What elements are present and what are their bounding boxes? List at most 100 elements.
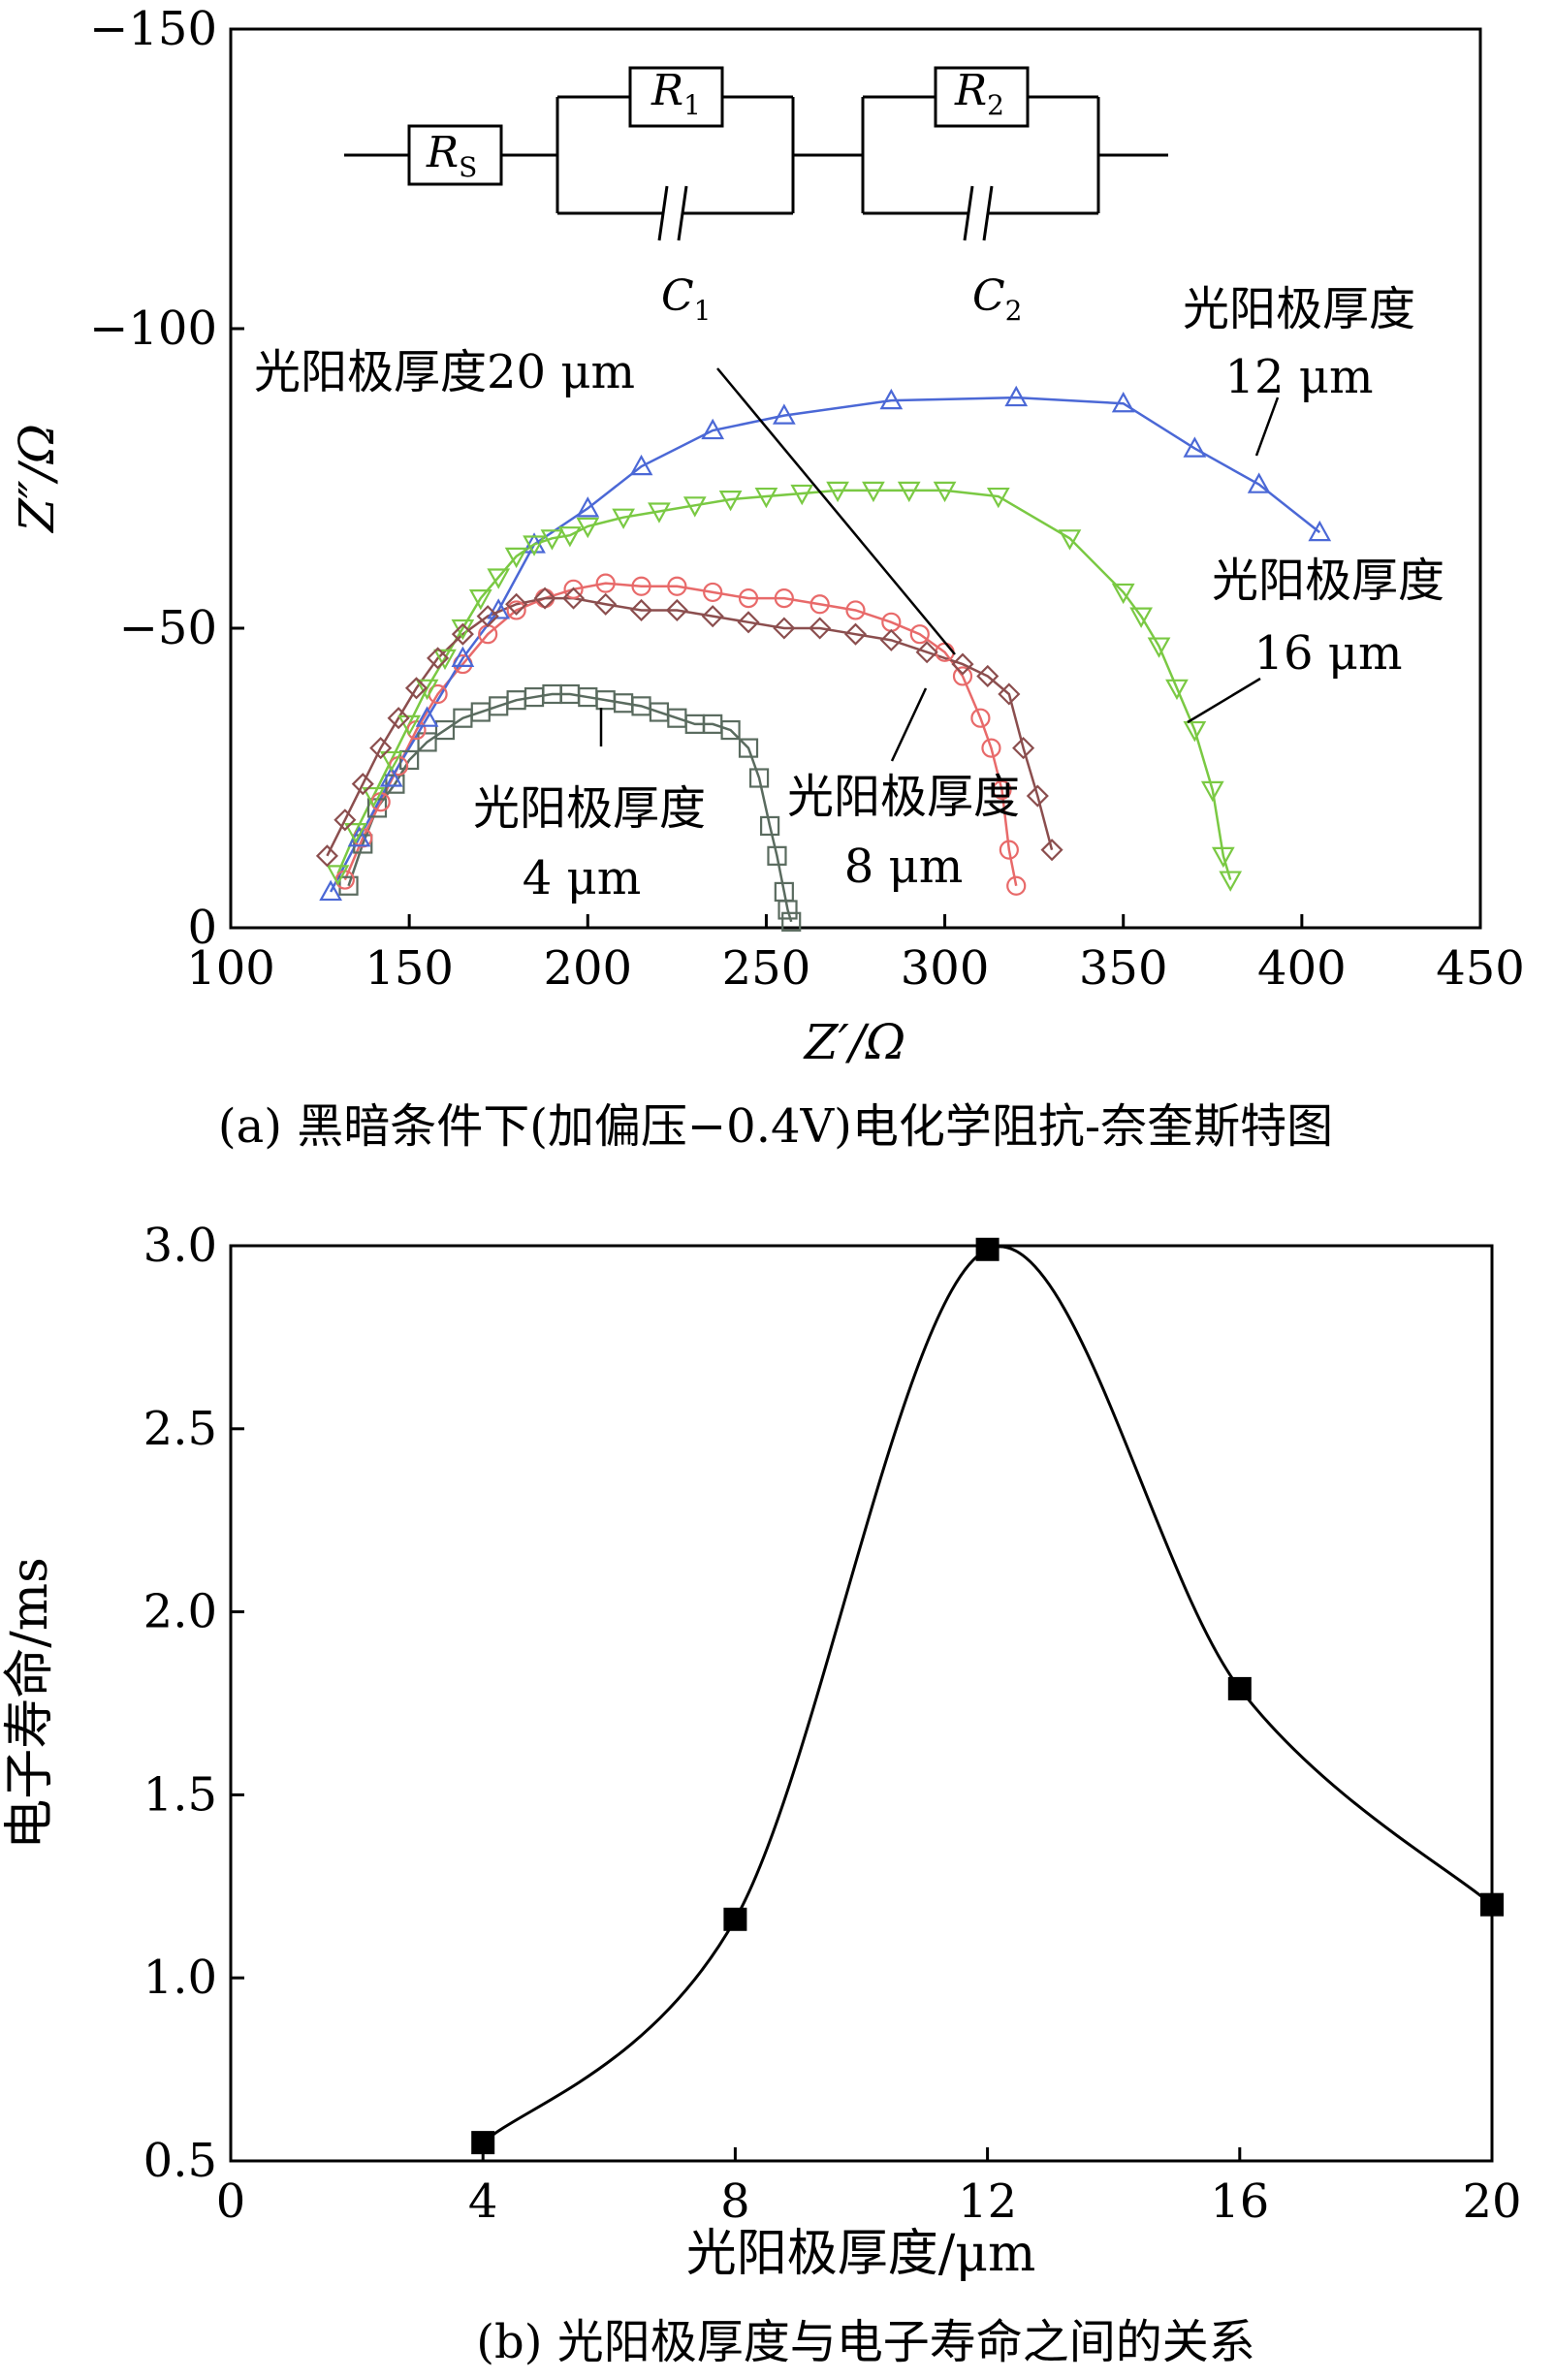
nyquist-point-16um — [1111, 583, 1135, 605]
circuit-label-r2: R2 — [954, 66, 1004, 121]
lifetime-point — [975, 1237, 1000, 1261]
nyquist-point-20um — [594, 592, 618, 616]
lifetime-y-tick-label: 2.0 — [143, 1585, 217, 1639]
nyquist-point-20um — [809, 617, 832, 640]
nyquist-point-16um — [826, 481, 849, 503]
series-label-4um-line2: 4 μm — [523, 851, 642, 905]
nyquist-point-4um — [738, 738, 759, 758]
nyquist-line-20um — [326, 596, 1054, 857]
lifetime-y-tick-label: 3.0 — [143, 1219, 217, 1273]
nyquist-x-tick-label: 200 — [543, 941, 632, 996]
nyquist-point-20um — [951, 652, 974, 676]
nyquist-point-16um — [487, 568, 511, 589]
lifetime-x-tick-label: 0 — [216, 2174, 246, 2229]
lifetime-axes: 0 4 8 12 16 20 0.5 1.0 1.5 2.0 2.5 3.0 — [143, 1219, 1522, 2229]
lifetime-x-tick-label: 16 — [1210, 2174, 1269, 2229]
nyquist-x-tick-label: 100 — [186, 941, 275, 996]
series-label-16um: 光阳极厚度 16 μm — [1212, 554, 1444, 681]
series-label-8um-line2: 8 μm — [844, 840, 964, 894]
nyquist-point-16um — [897, 481, 921, 503]
lifetime-chart: 0 4 8 12 16 20 0.5 1.0 1.5 2.0 2.5 3.0 光阳极厚度/μm 电子寿… — [1, 1219, 1522, 2369]
nyquist-point-12um — [451, 646, 475, 668]
nyquist-point-12um — [701, 418, 725, 440]
capacitor-c1 — [657, 185, 669, 241]
nyquist-y-tick-label: −100 — [89, 301, 217, 356]
series-label-4um-line1: 光阳极厚度 — [473, 781, 706, 836]
nyquist-point-4um — [399, 749, 420, 771]
lifetime-x-tick-label: 8 — [720, 2174, 750, 2229]
nyquist-point-8um — [595, 573, 616, 593]
nyquist-point-20um — [629, 598, 653, 622]
nyquist-point-20um — [369, 737, 393, 760]
nyquist-point-16um — [1211, 846, 1235, 869]
circuit-label-c1: C1 — [661, 271, 712, 327]
lifetime-point — [1227, 1676, 1252, 1700]
nyquist-point-8um — [952, 666, 973, 686]
lifetime-y-axis-label: 电子寿命/ms — [1, 1557, 59, 1850]
nyquist-point-20um — [998, 682, 1021, 706]
nyquist-line-16um — [336, 489, 1232, 880]
nyquist-point-8um — [631, 576, 651, 596]
series-label-20um-line1: 光阳极厚度20 μm — [254, 345, 635, 399]
nyquist-point-16um — [648, 502, 671, 524]
nyquist-point-20um — [351, 773, 374, 796]
nyquist-point-12um — [1111, 391, 1135, 413]
nyquist-point-16um — [415, 679, 439, 701]
lifetime-point — [1480, 1892, 1504, 1917]
nyquist-point-16um — [933, 481, 957, 503]
nyquist-point-16um — [433, 649, 457, 671]
nyquist-point-20um — [737, 611, 760, 634]
lifetime-curve — [482, 1245, 1493, 2144]
nyquist-point-16um — [379, 750, 403, 773]
lifetime-plot-frame — [229, 1244, 1494, 2163]
nyquist-point-16um — [862, 481, 885, 503]
nyquist-point-16um — [504, 547, 528, 569]
nyquist-point-8um — [845, 600, 866, 620]
nyquist-caption: (a) 黑暗条件下(加偏压−0.4V)电化学阻抗-奈奎斯特图 — [218, 1099, 1333, 1154]
series-label-16um-line1: 光阳极厚度 — [1212, 554, 1444, 608]
nyquist-point-16um — [326, 865, 350, 886]
nyquist-point-12um — [772, 403, 796, 425]
nyquist-point-16um — [682, 496, 707, 518]
nyquist-point-4um — [720, 719, 741, 741]
nyquist-point-16um — [558, 526, 582, 548]
nyquist-fit-lines — [326, 396, 1321, 923]
nyquist-point-4um — [417, 732, 437, 752]
nyquist-point-8um — [970, 708, 991, 728]
nyquist-x-tick-label: 350 — [1079, 941, 1168, 996]
nyquist-point-16um — [576, 517, 600, 539]
nyquist-line-8um — [343, 582, 1018, 886]
nyquist-point-16um — [612, 508, 635, 529]
nyquist-point-20um — [404, 677, 428, 700]
lifetime-x-tick-label: 12 — [958, 2174, 1017, 2229]
nyquist-point-4um — [767, 845, 787, 866]
nyquist-point-8um — [563, 579, 584, 599]
nyquist-point-20um — [1040, 839, 1063, 862]
nyquist-point-12um — [629, 454, 653, 476]
nyquist-point-8um — [774, 587, 794, 609]
nyquist-point-20um — [505, 592, 528, 616]
circuit-label-c2: C2 — [972, 271, 1023, 327]
nyquist-point-16um — [468, 588, 492, 611]
nyquist-point-20um — [451, 622, 474, 646]
nyquist-axes: 100 150 200 250 300 350 400 450 0 −50 −100 −150 — [89, 2, 1525, 996]
nyquist-point-16um — [540, 529, 564, 551]
nyquist-point-20um — [879, 628, 903, 651]
nyquist-point-12um — [347, 826, 371, 847]
nyquist-point-20um — [843, 622, 868, 646]
nyquist-point-16um — [790, 484, 814, 506]
nyquist-point-8um — [703, 582, 723, 603]
series-label-leaders — [599, 367, 1280, 762]
resistor-rs — [407, 124, 503, 186]
nyquist-plot-frame — [229, 27, 1482, 930]
equivalent-circuit-inset — [344, 66, 1168, 241]
nyquist-point-12um — [879, 388, 904, 410]
series-label-12um-line2: 12 μm — [1224, 350, 1373, 404]
series-label-20um: 光阳极厚度20 μm — [254, 345, 635, 399]
nyquist-y-tick-label: −150 — [89, 2, 217, 56]
nyquist-point-8um — [1006, 875, 1027, 896]
nyquist-point-12um — [1308, 520, 1332, 542]
nyquist-point-12um — [576, 496, 600, 518]
nyquist-x-tick-label: 150 — [365, 941, 454, 996]
